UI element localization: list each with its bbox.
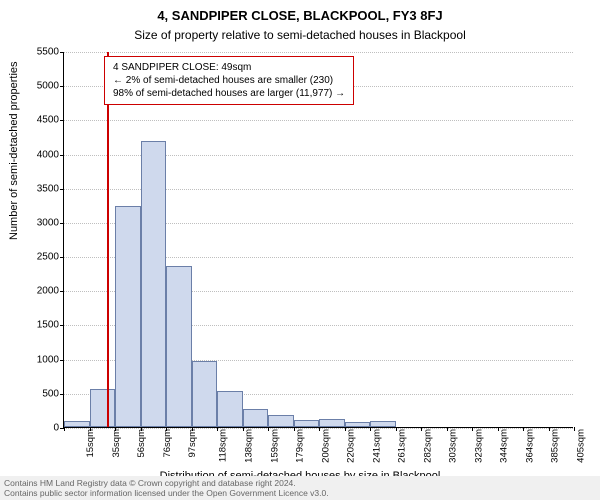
xtick-label: 138sqm [243, 429, 254, 463]
histogram-bar [268, 415, 294, 427]
ytick-label: 4000 [37, 149, 59, 160]
xtick-mark [243, 427, 244, 431]
info-line: ← 2% of semi-detached houses are smaller… [113, 74, 345, 87]
ytick-mark [60, 86, 64, 87]
xtick-mark [115, 427, 116, 431]
xtick-label: 261sqm [396, 429, 407, 463]
xtick-mark [472, 427, 473, 431]
chart-container: 4, SANDPIPER CLOSE, BLACKPOOL, FY3 8FJ S… [0, 0, 600, 500]
histogram-bar [64, 421, 90, 427]
ytick-label: 3000 [37, 217, 59, 228]
xtick-label: 15sqm [85, 429, 96, 458]
ytick-mark [60, 325, 64, 326]
xtick-mark [192, 427, 193, 431]
xtick-mark [268, 427, 269, 431]
ytick-label: 5500 [37, 47, 59, 58]
page-subtitle: Size of property relative to semi-detach… [0, 28, 600, 42]
ytick-label: 3500 [37, 183, 59, 194]
grid-line [64, 120, 573, 121]
ytick-label: 1500 [37, 320, 59, 331]
xtick-mark [345, 427, 346, 431]
ytick-label: 500 [42, 388, 59, 399]
ytick-label: 2000 [37, 286, 59, 297]
ytick-mark [60, 257, 64, 258]
xtick-label: 56sqm [136, 429, 147, 458]
xtick-label: 35sqm [111, 429, 122, 458]
xtick-label: 323sqm [473, 429, 484, 463]
xtick-mark [294, 427, 295, 431]
ytick-mark [60, 394, 64, 395]
xtick-label: 282sqm [422, 429, 433, 463]
footer-line: Contains HM Land Registry data © Crown c… [4, 478, 596, 488]
xtick-label: 303sqm [447, 429, 458, 463]
footer-line: Contains public sector information licen… [4, 488, 596, 498]
xtick-label: 405sqm [575, 429, 586, 463]
histogram-bar [370, 421, 396, 427]
xtick-mark [396, 427, 397, 431]
ytick-label: 2500 [37, 252, 59, 263]
ytick-mark [60, 155, 64, 156]
ytick-label: 1000 [37, 354, 59, 365]
histogram-bar [141, 141, 167, 427]
histogram-bar [115, 206, 141, 427]
xtick-label: 385sqm [549, 429, 560, 463]
xtick-mark [217, 427, 218, 431]
marker-line [107, 52, 109, 427]
y-axis-label: Number of semi-detached properties [8, 61, 20, 240]
xtick-mark [447, 427, 448, 431]
xtick-label: 364sqm [524, 429, 535, 463]
ytick-mark [60, 291, 64, 292]
ytick-label: 5000 [37, 81, 59, 92]
xtick-mark [574, 427, 575, 431]
xtick-mark [64, 427, 65, 431]
info-line: 4 SANDPIPER CLOSE: 49sqm [113, 61, 345, 74]
xtick-mark [90, 427, 91, 431]
grid-line [64, 52, 573, 53]
xtick-mark [141, 427, 142, 431]
xtick-label: 241sqm [371, 429, 382, 463]
histogram-bar [90, 389, 116, 427]
xtick-label: 159sqm [269, 429, 280, 463]
ytick-mark [60, 52, 64, 53]
histogram-bar [217, 391, 243, 427]
xtick-mark [370, 427, 371, 431]
histogram-bar [166, 266, 192, 427]
info-box: 4 SANDPIPER CLOSE: 49sqm ← 2% of semi-de… [104, 56, 354, 105]
ytick-mark [60, 223, 64, 224]
xtick-mark [319, 427, 320, 431]
xtick-label: 200sqm [320, 429, 331, 463]
plot-area: 0500100015002000250030003500400045005000… [63, 52, 573, 428]
footer: Contains HM Land Registry data © Crown c… [0, 476, 600, 500]
xtick-mark [498, 427, 499, 431]
page-title: 4, SANDPIPER CLOSE, BLACKPOOL, FY3 8FJ [0, 8, 600, 23]
histogram-bar [345, 422, 371, 427]
ytick-mark [60, 360, 64, 361]
xtick-label: 344sqm [498, 429, 509, 463]
xtick-label: 76sqm [162, 429, 173, 458]
xtick-mark [166, 427, 167, 431]
xtick-label: 220sqm [345, 429, 356, 463]
xtick-mark [523, 427, 524, 431]
histogram-bar [192, 361, 218, 427]
xtick-mark [421, 427, 422, 431]
xtick-label: 118sqm [217, 429, 228, 462]
ytick-label: 4500 [37, 115, 59, 126]
ytick-label: 0 [53, 423, 59, 434]
histogram-bar [319, 419, 345, 427]
ytick-mark [60, 120, 64, 121]
histogram-bar [243, 409, 269, 427]
histogram-bar [294, 420, 320, 427]
xtick-label: 179sqm [294, 429, 305, 463]
info-line: 98% of semi-detached houses are larger (… [113, 87, 345, 100]
xtick-label: 97sqm [187, 429, 198, 458]
ytick-mark [60, 189, 64, 190]
xtick-mark [549, 427, 550, 431]
